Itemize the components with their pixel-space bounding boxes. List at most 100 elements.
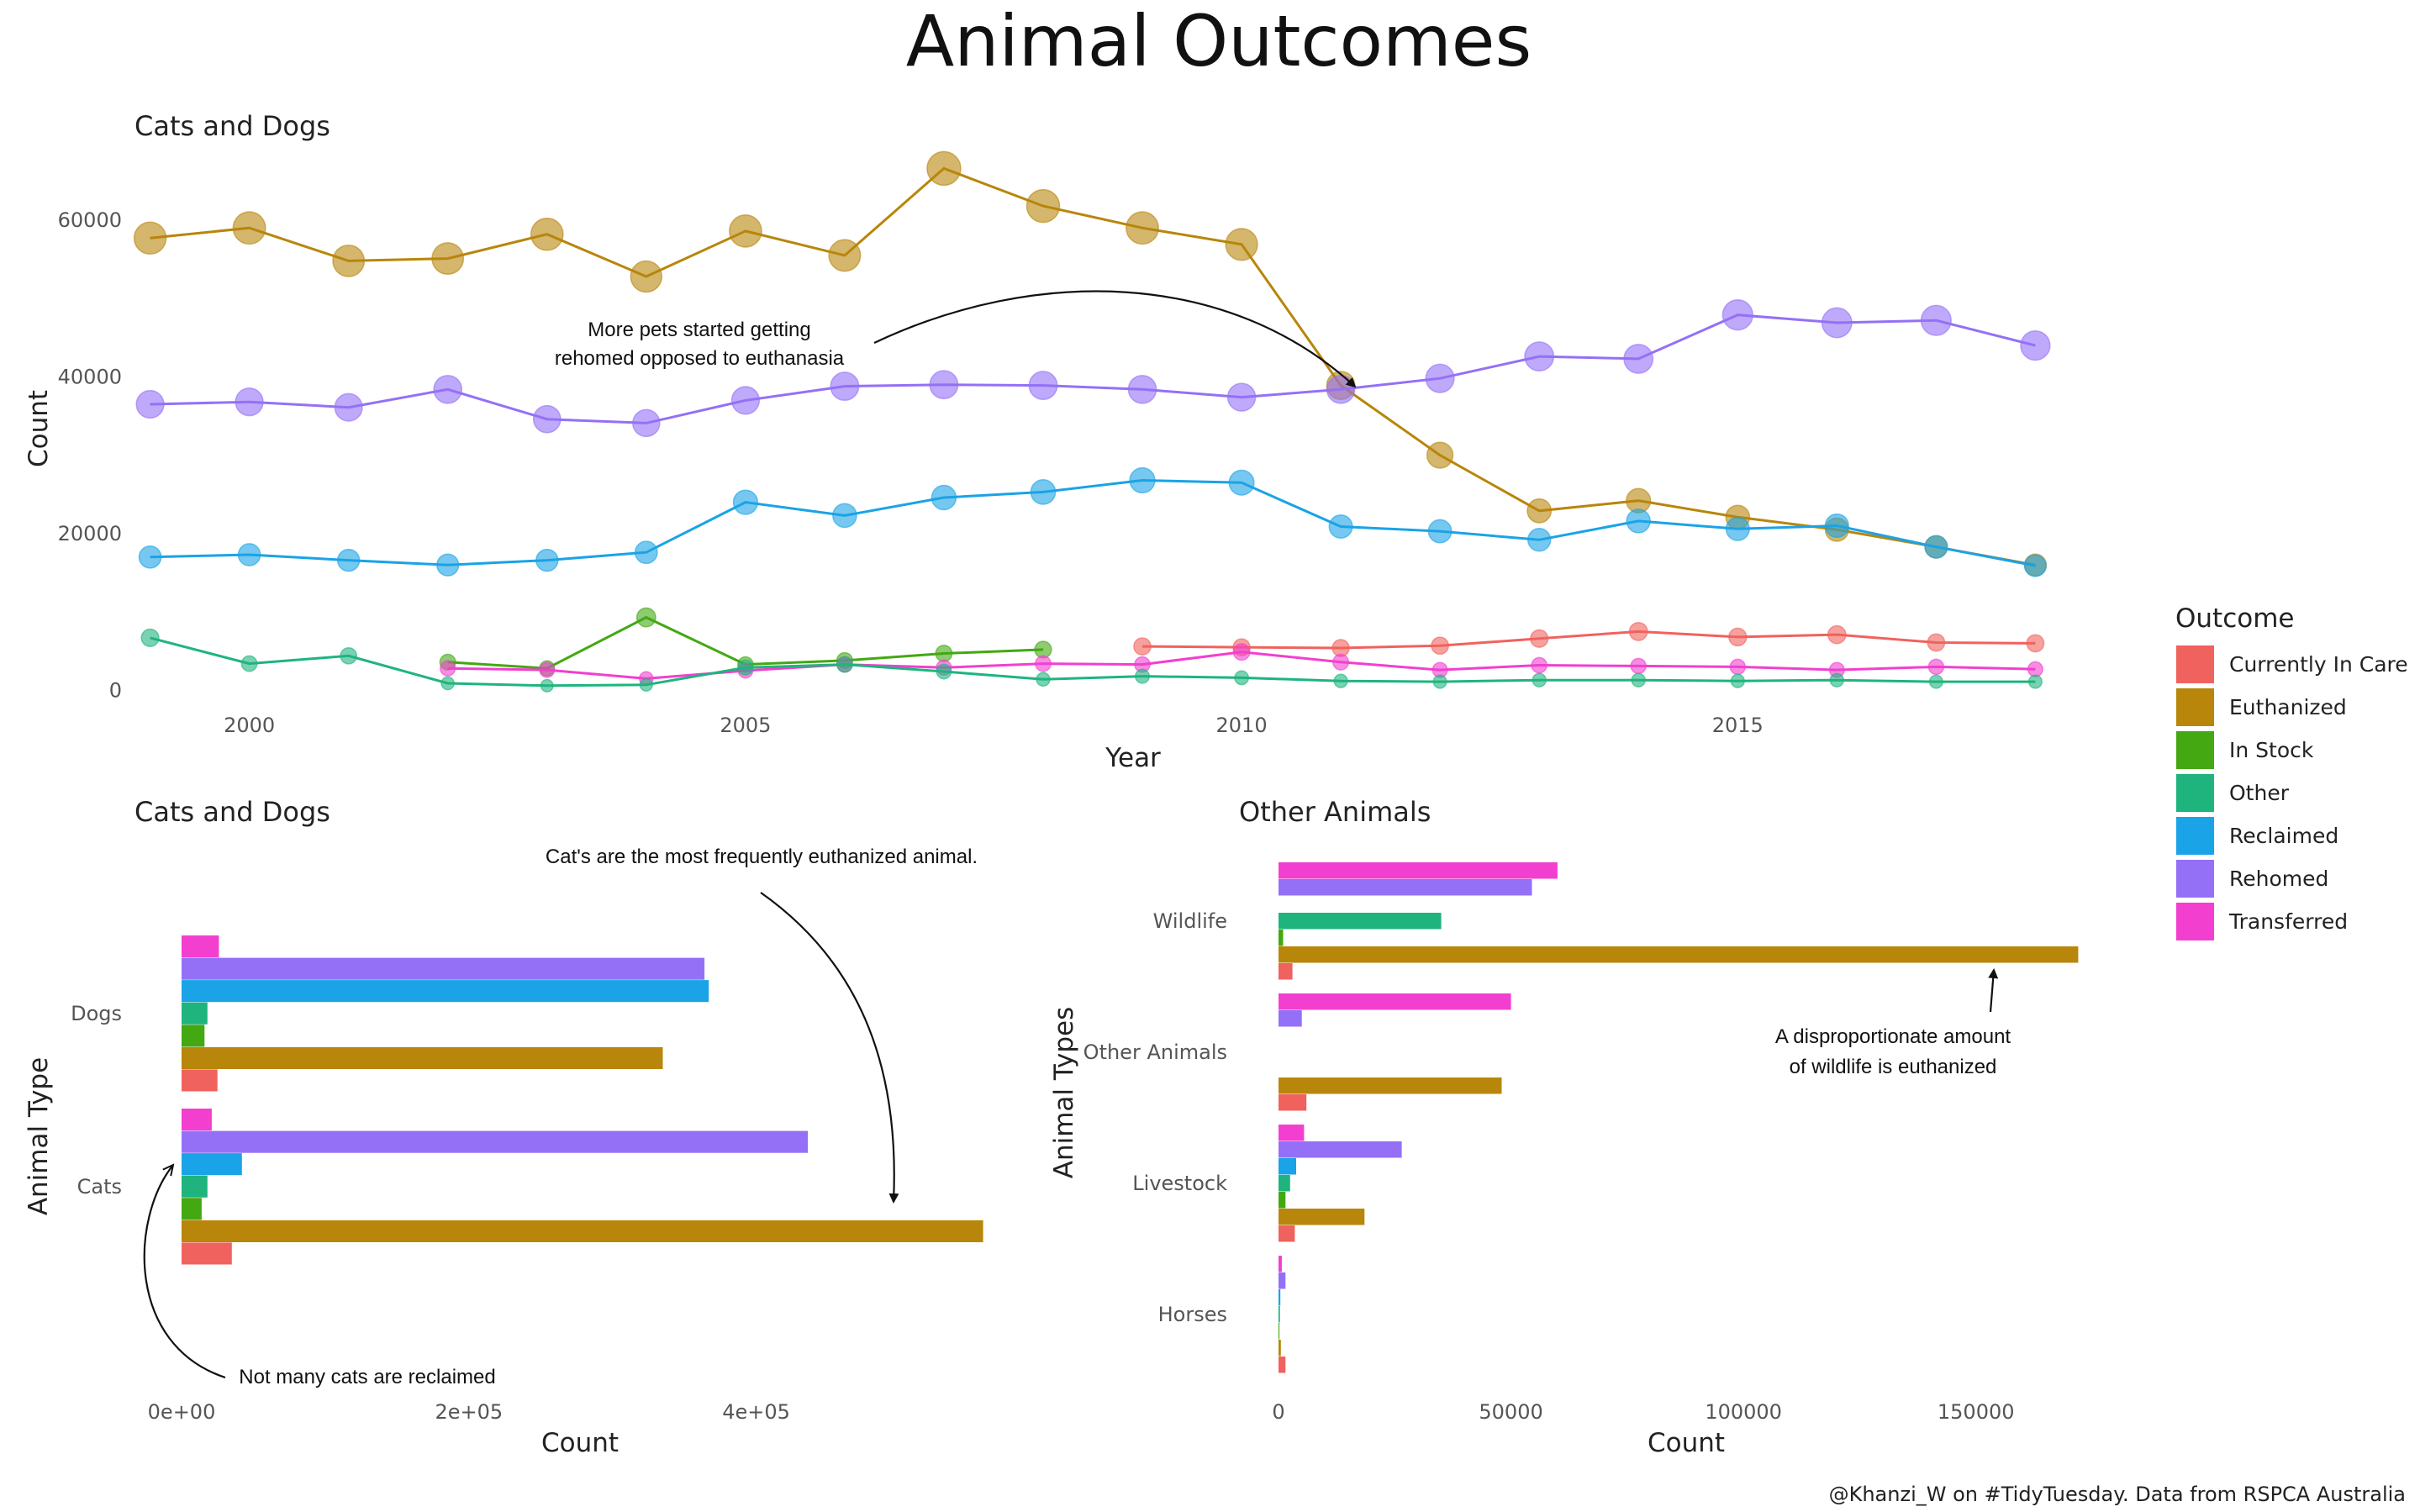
bar-dogs-reclaimed <box>182 980 709 1003</box>
bar-livestock-reclaimed <box>1279 1158 1296 1175</box>
other-animals-subtitle: Other Animals <box>1239 796 1431 828</box>
data-point-rehomed <box>1821 307 1853 339</box>
data-point-transferred <box>1232 643 1251 661</box>
bar-dogs-currently-in-care <box>182 1069 218 1092</box>
cats-dogs-x-axis-label: Count <box>541 1428 619 1458</box>
data-point-transferred <box>1332 653 1350 671</box>
category-label-horses: Horses <box>1158 1303 1227 1326</box>
data-point-rehomed <box>1226 382 1257 412</box>
legend-item-in-stock: In Stock <box>2176 731 2314 769</box>
data-point-other <box>737 659 754 676</box>
bar-other-animals-euthanized <box>1279 1077 1502 1094</box>
series-euthanized <box>133 150 2048 577</box>
legend-label: Transferred <box>2228 909 2348 934</box>
x-tick-label: 150000 <box>1938 1400 2015 1424</box>
cats-euthanized-annotation-text: Cat's are the most frequently euthanized… <box>546 846 978 868</box>
bar-other-animals-transferred <box>1279 993 1511 1010</box>
data-point-currently-in-care <box>1530 629 1549 648</box>
data-point-rehomed <box>1524 341 1555 372</box>
data-point-reclaimed <box>931 484 957 511</box>
data-point-rehomed <box>1326 374 1356 404</box>
other-animals-category-labels: Wildlife Other Animals Livestock Horses <box>1083 909 1227 1326</box>
data-point-other <box>440 676 456 691</box>
line-chart-subtitle: Cats and Dogs <box>134 110 330 142</box>
cats-euthanized-annotation-arrow <box>760 892 899 1204</box>
legend-label: In Stock <box>2229 738 2314 762</box>
legend-item-currently-in-care: Currently In Care <box>2176 645 2408 683</box>
data-point-other <box>936 663 952 680</box>
data-point-transferred <box>440 660 456 677</box>
bar-group-wildlife <box>1279 862 2079 980</box>
data-point-other <box>1829 672 1845 688</box>
data-point-euthanized <box>332 244 366 277</box>
data-point-reclaimed <box>1725 516 1750 541</box>
category-label-livestock: Livestock <box>1132 1172 1227 1195</box>
bar-livestock-transferred <box>1279 1125 1305 1141</box>
data-point-rehomed <box>632 408 661 438</box>
data-point-reclaimed <box>336 548 361 572</box>
bar-wildlife-transferred <box>1279 862 1558 879</box>
line-y-tick-label: 20000 <box>58 522 122 545</box>
bar-livestock-euthanized <box>1279 1209 1365 1225</box>
bar-group-livestock <box>1279 1125 1402 1242</box>
data-point-other <box>340 646 358 665</box>
data-point-other <box>1234 670 1250 686</box>
other-animals-y-axis-label: Animal Types <box>1049 1007 1079 1178</box>
other-animals-bar-panel: Other Animals Wildlife Other Animals Lives… <box>1049 796 2079 1458</box>
cats-dogs-category-labels: Dogs Cats <box>71 1002 122 1199</box>
data-point-other <box>836 656 853 673</box>
data-point-rehomed <box>1127 374 1157 404</box>
data-point-other <box>1532 672 1547 688</box>
x-tick-label: 2e+05 <box>435 1400 503 1424</box>
data-point-transferred <box>2027 661 2043 677</box>
data-point-euthanized <box>630 260 663 293</box>
data-point-reclaimed <box>138 545 162 569</box>
data-point-other <box>1333 673 1348 688</box>
legend-label: Currently In Care <box>2229 652 2408 677</box>
data-point-rehomed <box>2020 329 2051 361</box>
x-tick-label: 0e+00 <box>148 1400 216 1424</box>
bar-cats-rehomed <box>182 1130 809 1153</box>
data-point-rehomed <box>433 374 463 404</box>
bar-dogs-other <box>182 1002 208 1025</box>
legend-item-euthanized: Euthanized <box>2176 688 2347 726</box>
legend-swatch <box>2176 688 2214 726</box>
wildlife-annotation-arrow <box>1988 968 1999 1013</box>
data-point-euthanized <box>1526 498 1553 524</box>
data-point-euthanized <box>232 211 266 245</box>
legend-label: Rehomed <box>2229 867 2328 891</box>
data-point-reclaimed <box>1129 466 1156 494</box>
x-tick-label: 0 <box>1272 1400 1284 1424</box>
bar-livestock-currently-in-care <box>1279 1225 1295 1242</box>
bar-dogs-in-stock <box>182 1025 205 1047</box>
line-y-tick-labels: 0 20000 40000 60000 <box>58 208 122 702</box>
category-label-other-animals: Other Animals <box>1083 1040 1227 1064</box>
bar-cats-euthanized <box>182 1220 983 1242</box>
line-x-tick-label: 2005 <box>720 714 771 737</box>
series-line-currently-in-care <box>1141 630 2036 650</box>
data-point-reclaimed <box>535 548 559 572</box>
data-point-rehomed <box>830 371 860 402</box>
bar-wildlife-euthanized <box>1279 946 2079 963</box>
legend-swatch <box>2176 817 2214 855</box>
bar-cats-other <box>182 1175 208 1198</box>
bar-wildlife-rehomed <box>1279 879 1532 896</box>
data-point-transferred <box>539 661 556 678</box>
data-point-rehomed <box>1721 299 1753 331</box>
line-annotation: More pets started getting rehomed opposed… <box>555 290 1357 388</box>
data-point-currently-in-care <box>1827 624 1847 645</box>
data-point-euthanized <box>133 221 167 256</box>
line-x-tick-labels: 2000 2005 2010 2015 <box>224 714 1764 737</box>
data-point-transferred <box>1035 655 1052 672</box>
data-point-reclaimed <box>732 489 759 515</box>
legend-item-rehomed: Rehomed <box>2176 860 2328 898</box>
data-point-rehomed <box>334 392 363 422</box>
data-point-rehomed <box>235 387 264 417</box>
data-point-reclaimed <box>1228 469 1255 496</box>
data-point-reclaimed <box>1824 513 1849 539</box>
data-point-rehomed <box>1425 363 1455 393</box>
data-point-other <box>140 628 160 648</box>
data-point-currently-in-care <box>1431 636 1449 656</box>
data-point-euthanized <box>431 242 465 276</box>
line-y-tick-label: 60000 <box>58 208 122 232</box>
